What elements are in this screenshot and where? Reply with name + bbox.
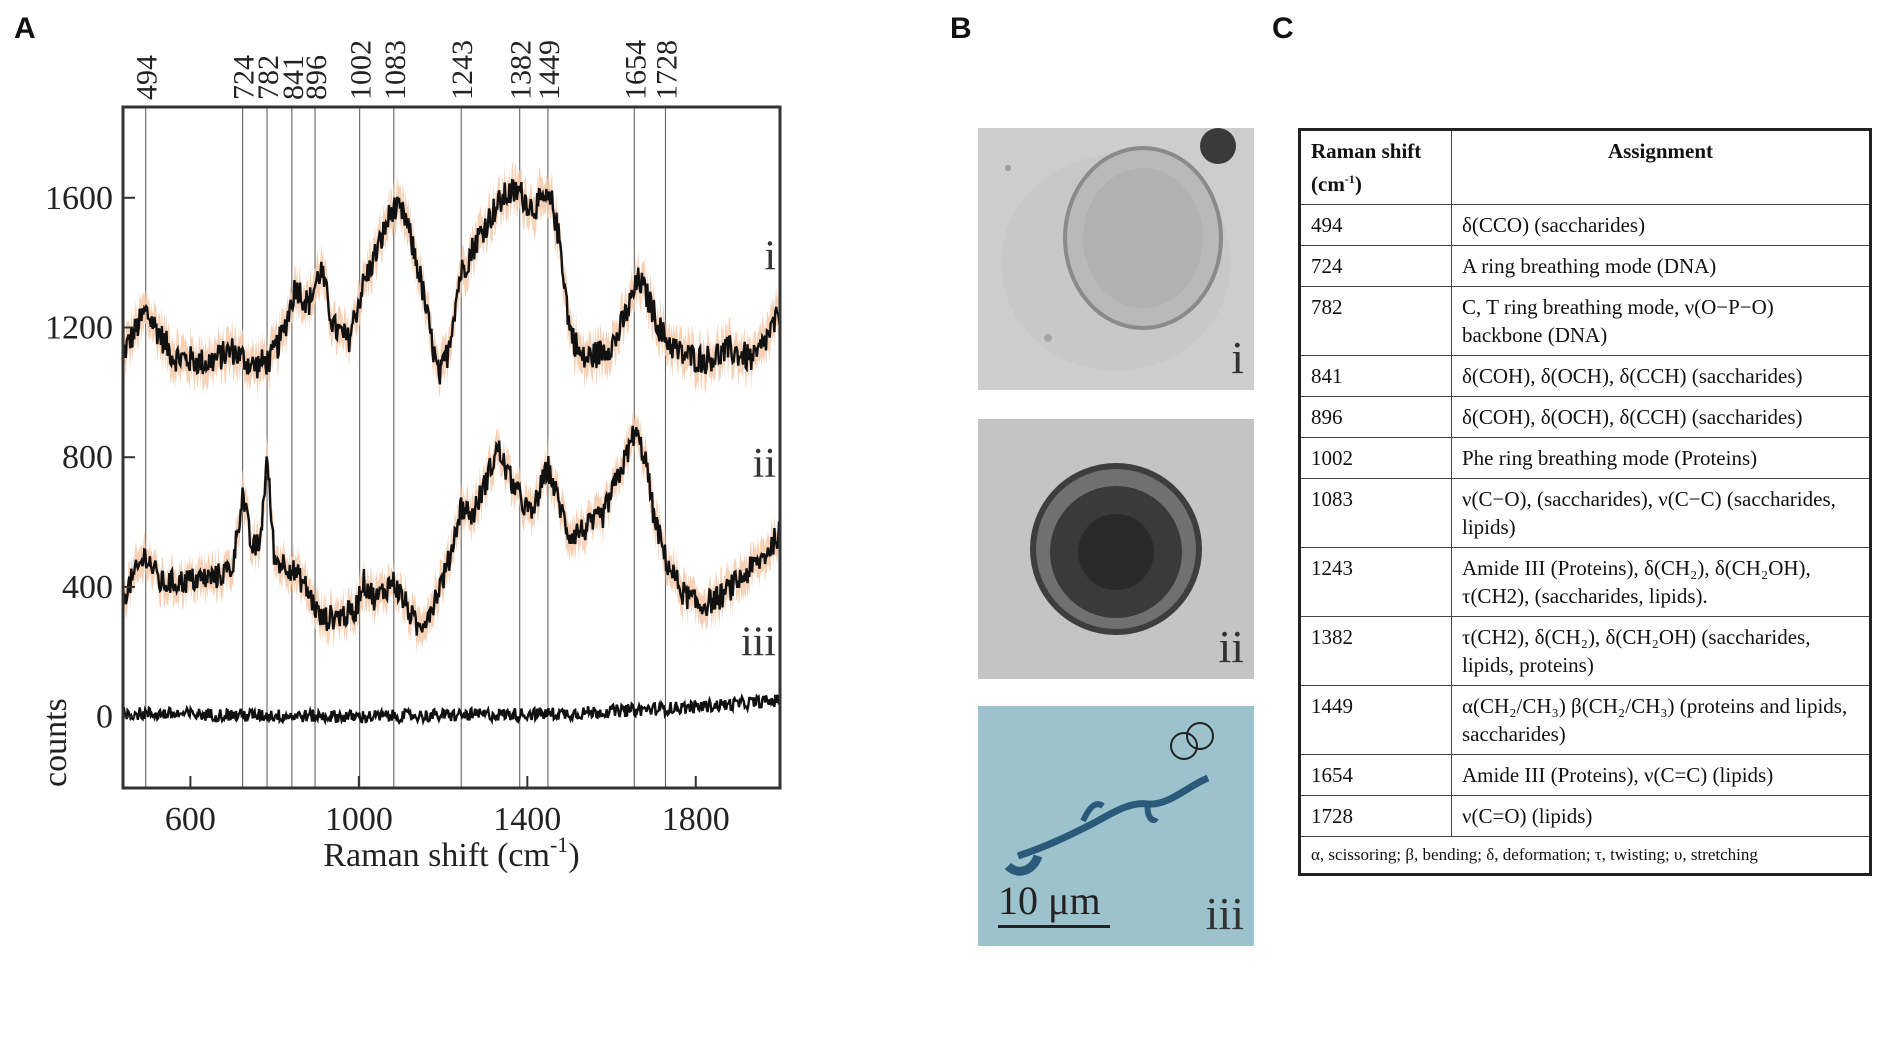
assignment-cell: Amide III (Proteins), ν(C=C) (lipids) <box>1451 754 1871 796</box>
table-row: 1382 τ(CH2), δ(CH₂), δ(CH₂OH) (saccharide… <box>1299 616 1871 686</box>
assignment-cell: δ(CCO) (saccharides) <box>1451 204 1871 246</box>
panel-label-c: C <box>1272 12 1294 45</box>
assignment-cell: C, T ring breathing mode, ν(O−P−O) backb… <box>1451 286 1871 356</box>
y-tick-label-1200: 1200 <box>45 310 113 347</box>
table-row: 1449 α(CH₂/CH₃) β(CH₂/CH₃) (proteins and … <box>1299 685 1871 755</box>
series-iii-line <box>122 692 782 726</box>
x-tick-label-600: 600 <box>165 801 216 838</box>
assignment-cell: Amide III (Proteins), δ(CH₂), δ(CH₂OH), … <box>1451 547 1871 617</box>
raman-shift-cell: 1243 <box>1299 547 1452 617</box>
micrograph-iii: 10 μm iii <box>978 706 1254 946</box>
peak-label-494: 494 <box>131 55 164 100</box>
panel-label-b: B <box>950 12 972 45</box>
table-footnote-row: α, scissoring; β, bending; δ, deformatio… <box>1299 836 1871 875</box>
table-row: 724 A ring breathing mode (DNA) <box>1299 245 1871 287</box>
raman-shift-cell: 1654 <box>1299 754 1452 796</box>
x-tick-label-1800: 1800 <box>662 801 730 838</box>
series-ii-line <box>121 425 782 636</box>
series-ii-band <box>123 409 780 653</box>
raman-shift-cell: 1382 <box>1299 616 1452 686</box>
scale-bar-label: 10 μm <box>998 878 1101 923</box>
raman-shift-cell: 896 <box>1299 396 1452 438</box>
peak-label-1002: 1002 <box>345 40 378 100</box>
cell-i-image <box>978 128 1254 390</box>
header-assignment: Assignment <box>1451 129 1871 205</box>
peak-label-1654: 1654 <box>619 40 652 100</box>
peak-label-841: 841 <box>277 55 310 100</box>
micrograph-i: i <box>978 128 1254 390</box>
raman-shift-cell: 1002 <box>1299 437 1452 479</box>
assignment-cell: α(CH₂/CH₃) β(CH₂/CH₃) (proteins and lipi… <box>1451 685 1871 755</box>
panel-label-a: A <box>14 12 36 45</box>
raman-shift-cell: 1449 <box>1299 685 1452 755</box>
cell-ii-image <box>978 419 1254 679</box>
assignment-cell: Phe ring breathing mode (Proteins) <box>1451 437 1871 479</box>
micrograph-i-label: i <box>1231 332 1244 383</box>
y-axis-label: counts <box>37 698 74 787</box>
micrograph-ii-label: ii <box>1218 621 1244 672</box>
micrograph-iii-label: iii <box>1205 888 1244 939</box>
table-row: 896 δ(COH), δ(OCH), δ(CCH) (saccharides) <box>1299 396 1871 438</box>
x-tick-label-1400: 1400 <box>493 801 561 838</box>
header-raman-shift: Raman shift (cm-1) <box>1299 129 1452 205</box>
raman-shift-cell: 494 <box>1299 204 1452 246</box>
y-tick-label-400: 400 <box>62 569 113 606</box>
scale-bar <box>998 925 1110 928</box>
raman-shift-cell: 841 <box>1299 355 1452 397</box>
assignment-cell: τ(CH2), δ(CH₂), δ(CH₂OH) (saccharides, l… <box>1451 616 1871 686</box>
assignment-cell: ν(C=O) (lipids) <box>1451 795 1871 837</box>
raman-shift-cell: 1728 <box>1299 795 1452 837</box>
y-tick-label-800: 800 <box>62 439 113 476</box>
y-tick-label-1600: 1600 <box>45 180 113 217</box>
assignment-cell: ν(C−O), (saccharides), ν(C−C) (saccharid… <box>1451 478 1871 548</box>
table-row: 1083 ν(C−O), (saccharides), ν(C−C) (sacch… <box>1299 478 1871 548</box>
table-header-row: Raman shift (cm-1) Assignment <box>1299 129 1871 205</box>
peak-label-782: 782 <box>252 55 285 100</box>
series-iii-label: iii <box>741 619 776 665</box>
raman-shift-cell: 1083 <box>1299 478 1452 548</box>
table-row: 1243 Amide III (Proteins), δ(CH₂), δ(CH₂O… <box>1299 547 1871 617</box>
x-axis-label: Raman shift (cm-1) <box>323 832 579 874</box>
x-tick-label-1000: 1000 <box>325 801 393 838</box>
peak-label-1449: 1449 <box>533 40 566 100</box>
assignment-cell: A ring breathing mode (DNA) <box>1451 245 1871 287</box>
table-row: 494 δ(CCO) (saccharides) <box>1299 204 1871 246</box>
table-row: 1654 Amide III (Proteins), ν(C=C) (lipids… <box>1299 754 1871 796</box>
table-row: 1728 ν(C=O) (lipids) <box>1299 795 1871 837</box>
assignment-cell: δ(COH), δ(OCH), δ(CCH) (saccharides) <box>1451 396 1871 438</box>
table-row: 1002 Phe ring breathing mode (Proteins) <box>1299 437 1871 479</box>
table-row: 782 C, T ring breathing mode, ν(O−P−O) ba… <box>1299 286 1871 356</box>
assignment-cell: δ(COH), δ(OCH), δ(CCH) (saccharides) <box>1451 355 1871 397</box>
series-ii-label: ii <box>753 441 776 487</box>
y-tick-label-0: 0 <box>96 699 113 736</box>
peak-label-1083: 1083 <box>379 40 412 100</box>
peak-label-1728: 1728 <box>650 40 683 100</box>
peak-label-896: 896 <box>300 55 333 100</box>
series-i-line <box>122 178 782 385</box>
raman-shift-cell: 724 <box>1299 245 1452 287</box>
table-row: 841 δ(COH), δ(OCH), δ(CCH) (saccharides) <box>1299 355 1871 397</box>
series-i-label: i <box>764 234 776 280</box>
plot-frame <box>121 105 782 790</box>
raman-shift-cell: 782 <box>1299 286 1452 356</box>
peak-label-1382: 1382 <box>505 40 538 100</box>
peak-label-724: 724 <box>228 55 261 100</box>
assignment-table: Raman shift (cm-1) Assignment 494 δ(CCO) … <box>1298 128 1872 876</box>
peak-label-1243: 1243 <box>446 40 479 100</box>
table-footnote: α, scissoring; β, bending; δ, deformatio… <box>1299 836 1871 875</box>
cell-iii-image <box>978 706 1254 946</box>
micrograph-ii: ii <box>978 419 1254 679</box>
